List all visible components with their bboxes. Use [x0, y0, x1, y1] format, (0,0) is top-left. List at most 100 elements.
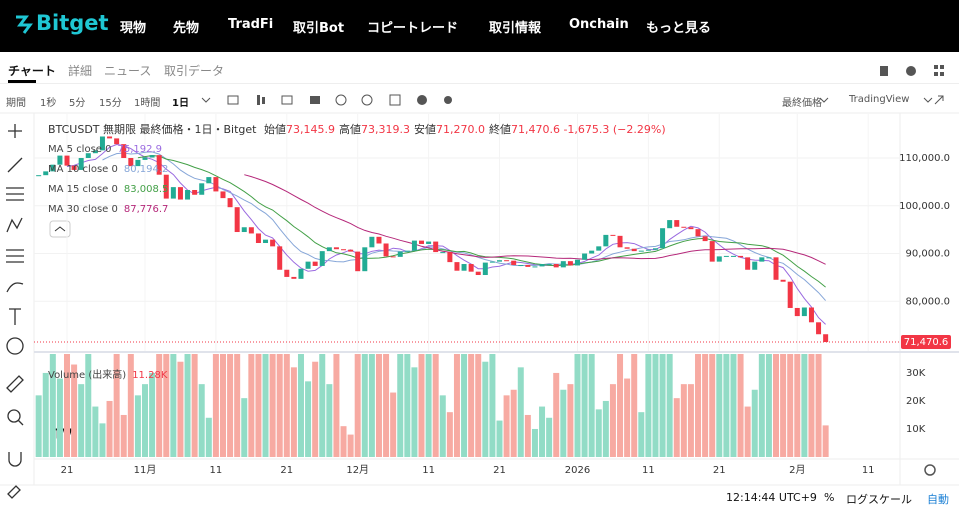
volume-bar [822, 425, 829, 457]
tab[interactable]: ニュース [104, 64, 152, 78]
x-tick-label: 11 [422, 465, 435, 476]
x-tick-label: 21 [280, 465, 293, 476]
tab[interactable]: 取引データ [164, 64, 225, 78]
volume-bar [269, 354, 276, 457]
volume-bar [808, 354, 815, 457]
volume-bar [432, 354, 439, 457]
candle [319, 251, 325, 266]
candle [801, 307, 807, 317]
candle [85, 153, 91, 158]
candle [333, 247, 339, 250]
nav-item[interactable]: 取引情報 [489, 21, 542, 36]
candle [305, 261, 311, 269]
candle [107, 136, 113, 139]
candle [723, 255, 729, 257]
volume-bar [609, 384, 616, 457]
candle [752, 261, 758, 270]
volume-bar [142, 384, 148, 457]
interval[interactable]: 1時間 [134, 98, 161, 109]
volume-bar [290, 367, 297, 457]
volume-name: Volume (出来高) [48, 370, 127, 381]
candle [461, 264, 467, 271]
volume-bar [35, 395, 42, 457]
candle [596, 246, 602, 251]
candle [624, 247, 630, 249]
candle [766, 257, 772, 259]
candle [128, 157, 134, 167]
interval[interactable]: 1日 [172, 98, 189, 109]
candle [482, 262, 488, 276]
candle [199, 183, 205, 195]
tab-indicator [8, 80, 36, 83]
x-tick-label: 21 [493, 465, 506, 476]
candle [497, 260, 502, 262]
volume-bar [787, 354, 794, 457]
volume-bar [595, 409, 602, 457]
logo[interactable]: Bitget [36, 11, 109, 35]
candle [674, 220, 680, 227]
ma-value: 87,776.7 [123, 204, 169, 215]
volume-value: 11.28K [132, 370, 168, 381]
interval[interactable]: 1秒 [40, 98, 57, 109]
percent[interactable]: % [824, 491, 835, 504]
candle [780, 279, 786, 282]
candle [808, 307, 814, 323]
volume-bar [680, 384, 687, 457]
volume-bar [758, 354, 765, 457]
drawing-tools [6, 124, 24, 499]
candle [454, 262, 460, 271]
nav-item[interactable]: 取引Bot [293, 21, 345, 36]
candle [369, 236, 375, 248]
interval[interactable]: 5分 [69, 98, 86, 109]
tab[interactable]: チャート [8, 64, 56, 78]
auto-scale[interactable]: 自動 [927, 493, 949, 506]
candle [291, 276, 297, 279]
candle [227, 198, 233, 208]
candle [234, 207, 240, 233]
interval[interactable]: 15分 [99, 98, 122, 109]
nav-item[interactable]: TradFi [228, 17, 274, 32]
ohlc-name: 始値 [264, 123, 286, 136]
nav-item[interactable]: コピートレード [367, 21, 459, 36]
ohlc-value: 73,319.3 [360, 123, 410, 136]
provider[interactable]: TradingView [849, 94, 910, 105]
candle [78, 157, 84, 170]
candle [156, 155, 162, 175]
volume-bar [567, 384, 574, 457]
volume-bar [765, 354, 772, 457]
volume-bar [503, 395, 510, 457]
candle [71, 165, 77, 170]
tab[interactable]: 詳細 [68, 64, 93, 78]
candle [468, 264, 474, 272]
volume-bar [234, 354, 241, 457]
nav-item[interactable]: もっと見る [646, 21, 712, 36]
candle [284, 269, 290, 277]
volume-bar [645, 354, 652, 457]
volume-bar [730, 354, 737, 457]
volume-bar [773, 354, 780, 457]
volume-bar [375, 354, 382, 457]
ma-legend: MA 15 close 0 83,008.5 [48, 184, 168, 195]
ohlc-name: 安値 [413, 123, 436, 136]
candle [560, 261, 566, 268]
nav-item[interactable]: Onchain [569, 17, 629, 32]
nav-item[interactable]: 先物 [173, 21, 200, 36]
volume-bar [439, 395, 446, 457]
volume-bar [297, 354, 304, 457]
volume-bar [510, 389, 517, 457]
candle [64, 155, 70, 166]
candle [745, 257, 751, 270]
candle [589, 250, 595, 254]
ohlc-value: 71,470.6 [510, 123, 560, 136]
nav-item[interactable]: 現物 [120, 21, 147, 36]
volume-bar [134, 395, 141, 457]
symbol-title: BTCUSDT 無期限 最終価格・1日・Bitget [48, 123, 257, 136]
ohlc-value: 71,270.0 [435, 123, 485, 136]
volume-bar [354, 354, 361, 457]
log-scale[interactable]: ログスケール [846, 493, 912, 506]
volume-bar [425, 354, 432, 457]
y-tick-label: 110,000.0 [899, 153, 950, 164]
price-type[interactable]: 最終価格 [782, 98, 822, 109]
volume-bar [531, 428, 538, 457]
candle [390, 256, 396, 258]
